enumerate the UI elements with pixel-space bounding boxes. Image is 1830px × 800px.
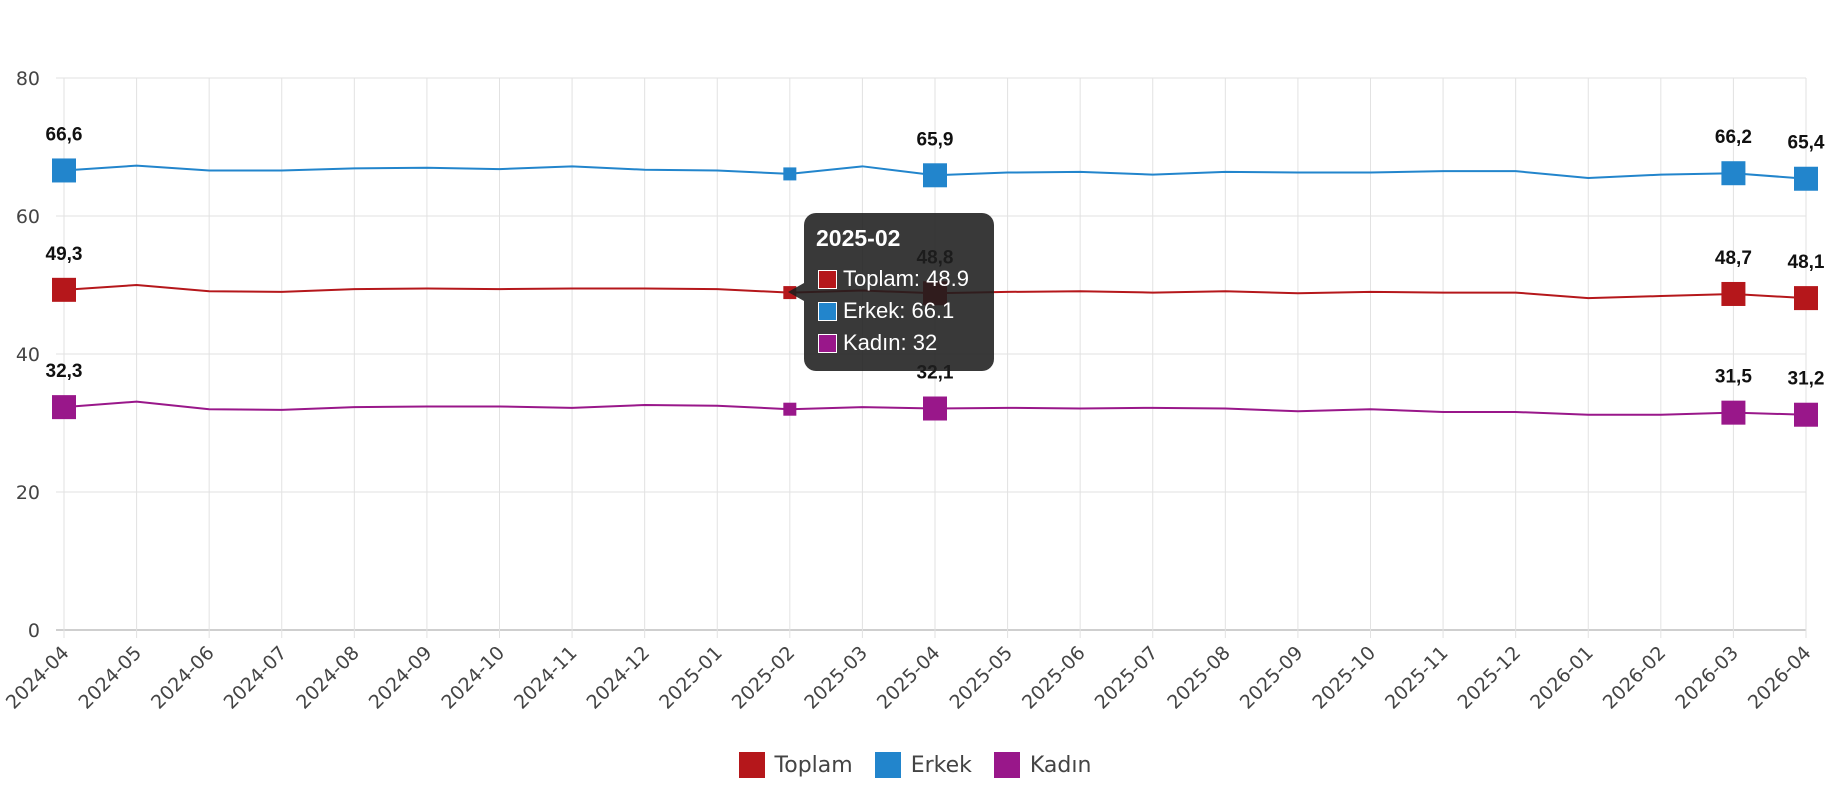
- data-point: [1794, 402, 1818, 427]
- legend-swatch-kadin: [993, 752, 1020, 778]
- x-tick-label: 2025-03: [800, 642, 872, 714]
- x-tick-label: 2024-08: [292, 642, 364, 714]
- data-point: [52, 395, 76, 420]
- tooltip-row-kadin: Kadın: 32: [818, 330, 937, 356]
- y-tick-label: 0: [28, 620, 40, 642]
- x-tick-label: 2024-10: [437, 642, 509, 714]
- x-axis-ticks: 2024-04 2024-05 2024-06 2024-07 2024-08 2024-…: [2, 642, 1816, 714]
- x-tick-label: 2024-11: [510, 642, 582, 714]
- data-label: 65,4: [1788, 133, 1825, 154]
- legend-swatch-toplam: [738, 752, 765, 778]
- x-tick-label: 2026-01: [1526, 642, 1598, 714]
- x-tick-label: 2025-12: [1454, 642, 1526, 714]
- data-label: 31,2: [1788, 369, 1825, 390]
- tooltip-row-text: Erkek: 66.1: [843, 298, 955, 323]
- x-tick-label: 2025-05: [945, 642, 1017, 714]
- legend-label-toplam: Toplam: [774, 752, 853, 778]
- x-tick-label: 2024-07: [220, 642, 292, 714]
- data-point: [1721, 400, 1746, 425]
- data-point: [52, 277, 76, 302]
- x-tick-label: 2025-06: [1018, 642, 1090, 714]
- data-point: [1794, 286, 1818, 311]
- legend-item-erkek[interactable]: Erkek: [874, 752, 972, 778]
- tooltip-swatch-toplam: [818, 269, 837, 289]
- data-point: [783, 167, 797, 181]
- y-axis-ticks: 0 20 40 60 80: [16, 68, 40, 642]
- x-tick-label: 2025-10: [1308, 642, 1380, 714]
- x-tick-label: 2025-08: [1163, 642, 1235, 714]
- tooltip-row-toplam: Toplam: 48.9: [818, 266, 969, 292]
- x-tick-label: 2026-03: [1671, 642, 1743, 714]
- data-point: [923, 163, 947, 188]
- legend-item-kadin[interactable]: Kadın: [993, 752, 1092, 778]
- legend: Toplam Erkek Kadın: [0, 752, 1830, 778]
- y-tick-label: 80: [16, 68, 40, 90]
- tooltip-row-text: Kadın: 32: [843, 330, 938, 355]
- x-tick-label: 2024-04: [2, 642, 74, 714]
- data-point: [1721, 161, 1746, 186]
- data-label: 66,6: [46, 124, 83, 145]
- tooltip-swatch-erkek: [818, 301, 837, 321]
- tooltip-row-erkek: Erkek: 66.1: [818, 298, 954, 324]
- x-tick-label: 2025-07: [1091, 642, 1163, 714]
- x-tick-label: 2025-09: [1236, 642, 1308, 714]
- x-tick-label: 2025-11: [1381, 642, 1453, 714]
- x-tick-label: 2024-09: [365, 642, 437, 714]
- data-label: 32,3: [46, 361, 83, 382]
- y-tick-label: 20: [16, 482, 40, 504]
- tooltip-arrow: [788, 283, 804, 301]
- data-point: [1794, 166, 1818, 191]
- legend-label-erkek: Erkek: [910, 752, 972, 778]
- data-label: 48,1: [1788, 252, 1825, 273]
- y-tick-label: 60: [16, 206, 40, 228]
- x-tick-label: 2026-04: [1744, 642, 1816, 714]
- tooltip-row-text: Toplam: 48.9: [843, 266, 969, 291]
- y-tick-label: 40: [16, 344, 40, 366]
- data-label: 31,5: [1715, 367, 1752, 388]
- x-tick-label: 2024-12: [583, 642, 655, 714]
- data-point: [52, 158, 76, 183]
- data-label: 48,7: [1715, 248, 1752, 269]
- legend-swatch-erkek: [874, 752, 901, 778]
- data-label: 49,3: [46, 244, 83, 265]
- x-tick-label: 2025-01: [655, 642, 727, 714]
- data-point: [783, 402, 797, 416]
- legend-label-kadin: Kadın: [1029, 752, 1092, 778]
- legend-item-toplam[interactable]: Toplam: [738, 752, 853, 778]
- x-tick-label: 2025-04: [873, 642, 945, 714]
- tooltip-swatch-kadin: [818, 333, 837, 353]
- tooltip-title: 2025-02: [816, 225, 901, 251]
- x-tick-label: 2024-05: [74, 642, 146, 714]
- data-point: [923, 396, 947, 421]
- data-point: [1721, 281, 1746, 306]
- data-label: 66,2: [1715, 127, 1752, 148]
- tooltip: 2025-02 Toplam: 48.9 Erkek: 66.1 Kadın: …: [804, 213, 994, 371]
- x-tick-label: 2025-02: [728, 642, 800, 714]
- x-tick-label: 2024-06: [147, 642, 219, 714]
- x-tick-label: 2026-02: [1599, 642, 1671, 714]
- data-label: 65,9: [917, 129, 954, 150]
